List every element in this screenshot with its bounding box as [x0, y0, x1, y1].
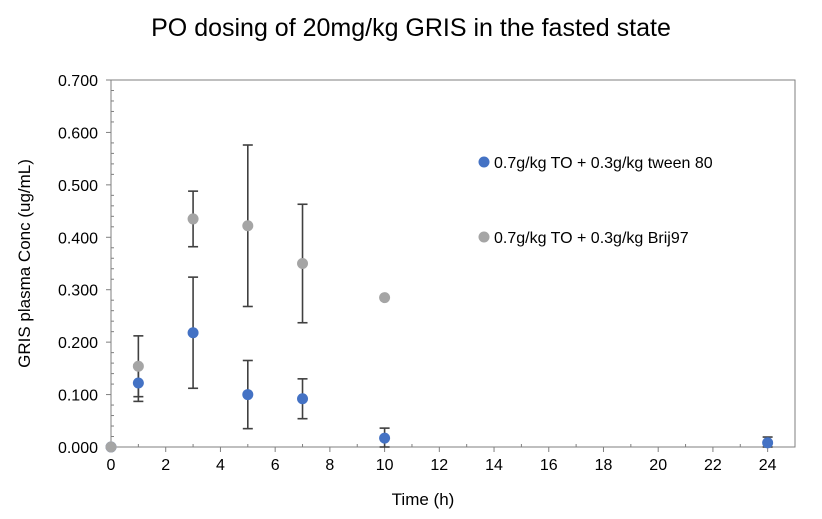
- data-point: [242, 389, 254, 401]
- x-tick-label: 14: [485, 457, 503, 474]
- y-axis-label: GRIS plasma Conc (ug/mL): [15, 159, 34, 368]
- data-point: [132, 360, 144, 372]
- x-tick-label: 12: [430, 457, 448, 474]
- data-point: [132, 377, 144, 389]
- chart-title: PO dosing of 20mg/kg GRIS in the fasted …: [151, 14, 671, 42]
- x-tick-label: 4: [216, 457, 225, 474]
- data-point: [187, 213, 199, 225]
- legend-label: 0.7g/kg TO + 0.3g/kg tween 80: [494, 155, 713, 172]
- x-tick-label: 22: [704, 457, 722, 474]
- x-tick-label: 6: [271, 457, 280, 474]
- data-point: [242, 220, 254, 232]
- y-tick-label: 0.700: [58, 73, 98, 90]
- data-point: [762, 437, 774, 449]
- data-point: [297, 258, 309, 269]
- legend-marker: [478, 231, 490, 243]
- x-tick-label: 10: [376, 457, 394, 474]
- y-tick-label: 0.500: [58, 178, 98, 195]
- plot-frame: [110, 79, 796, 448]
- data-point: [105, 441, 117, 453]
- data-point: [379, 432, 391, 444]
- x-axis-label: Time (h): [392, 490, 455, 509]
- y-tick-label: 0.600: [58, 125, 98, 142]
- legend-marker: [478, 156, 490, 168]
- x-tick-label: 0: [107, 457, 116, 474]
- y-tick-label: 0.300: [58, 283, 98, 300]
- x-tick-label: 8: [325, 457, 334, 474]
- data-point: [187, 327, 199, 339]
- y-tick-label: 0.200: [58, 335, 98, 352]
- data-point: [297, 393, 309, 405]
- x-tick-label: 24: [759, 457, 777, 474]
- y-tick-label: 0.100: [58, 388, 98, 405]
- legend-label: 0.7g/kg TO + 0.3g/kg Brij97: [494, 230, 689, 247]
- x-tick-label: 20: [649, 457, 667, 474]
- x-tick-label: 16: [540, 457, 558, 474]
- x-tick-label: 18: [595, 457, 613, 474]
- x-tick-label: 2: [161, 457, 170, 474]
- data-point: [379, 292, 391, 304]
- y-tick-label: 0.000: [58, 440, 98, 457]
- y-tick-label: 0.400: [58, 230, 98, 247]
